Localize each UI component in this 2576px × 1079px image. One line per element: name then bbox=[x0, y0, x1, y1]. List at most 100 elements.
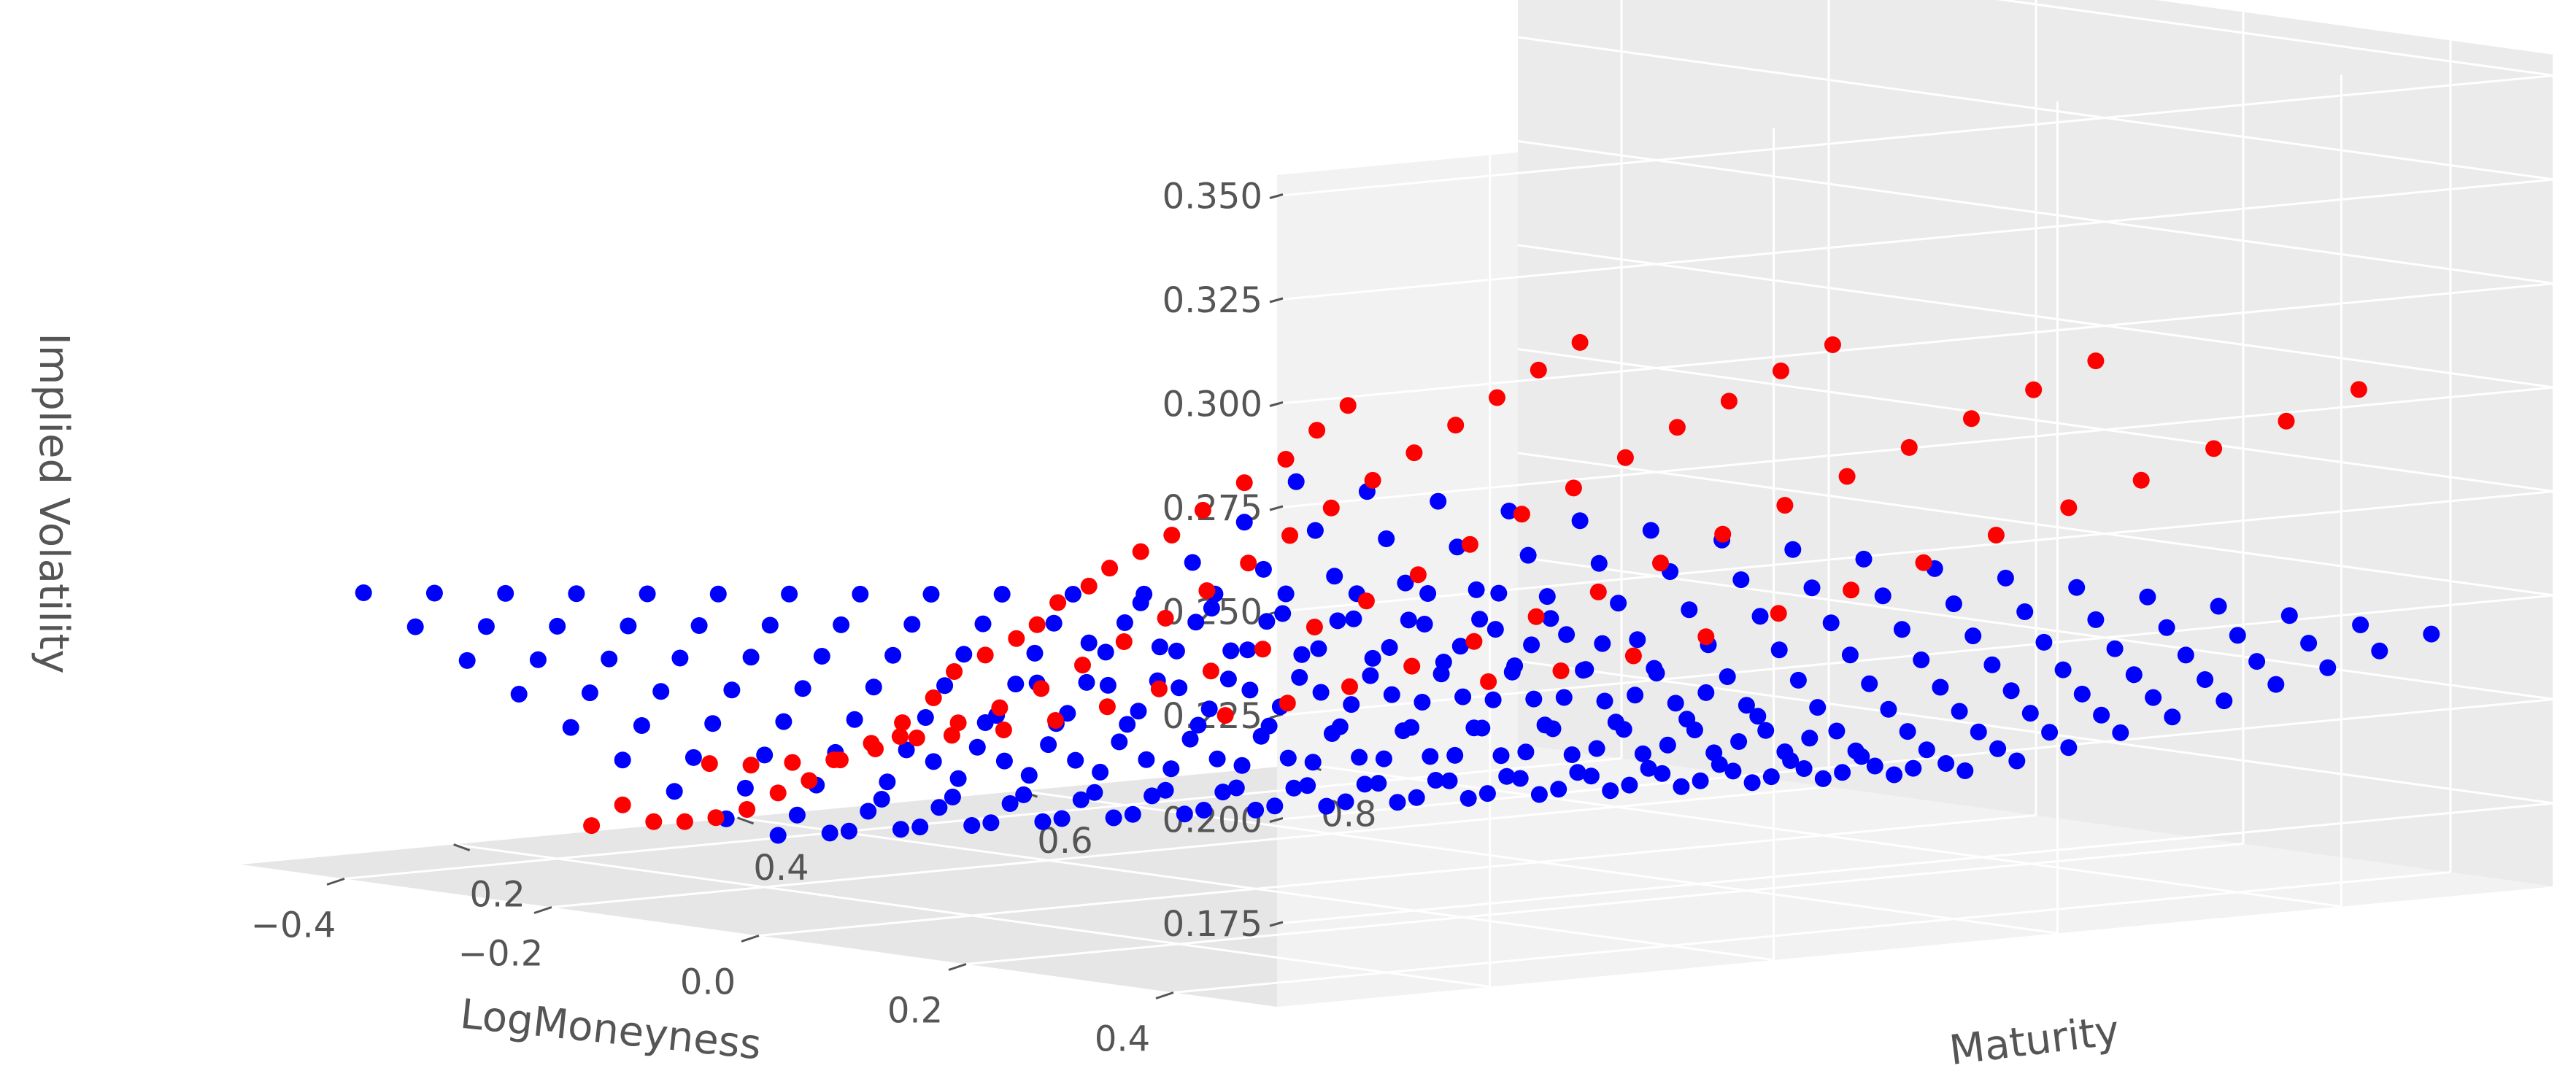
market-point bbox=[1339, 397, 1357, 414]
surface-point bbox=[2229, 627, 2246, 644]
surface-point bbox=[2041, 724, 2059, 741]
surface-point bbox=[549, 617, 566, 635]
surface-point bbox=[1040, 736, 1057, 754]
surface-point bbox=[1659, 736, 1676, 754]
surface-point bbox=[1834, 764, 1851, 781]
z-tick-mark bbox=[1269, 297, 1284, 303]
surface-point bbox=[1492, 747, 1510, 765]
surface-point bbox=[1918, 741, 1935, 759]
market-point bbox=[949, 714, 967, 732]
y-tick-mark bbox=[737, 816, 755, 825]
surface-point bbox=[1187, 614, 1205, 631]
market-point bbox=[769, 784, 787, 802]
surface-point bbox=[1538, 588, 1556, 606]
market-point bbox=[946, 663, 963, 680]
market-point bbox=[943, 727, 960, 744]
market-point bbox=[1033, 680, 1050, 697]
surface-point bbox=[917, 709, 934, 726]
surface-point bbox=[1937, 755, 1955, 772]
surface-point bbox=[898, 741, 915, 759]
surface-point bbox=[1814, 770, 1832, 787]
y-axis-title: Maturity bbox=[1947, 1007, 2122, 1075]
surface-point bbox=[761, 616, 779, 634]
surface-point bbox=[2319, 659, 2337, 676]
surface-point bbox=[1519, 546, 1537, 564]
surface-point bbox=[846, 711, 863, 728]
surface-point bbox=[892, 821, 909, 838]
surface-point bbox=[1138, 751, 1155, 768]
market-point bbox=[1202, 662, 1219, 680]
market-point bbox=[801, 772, 818, 789]
surface-point bbox=[1195, 802, 1213, 819]
surface-point bbox=[1484, 691, 1502, 708]
market-point bbox=[1049, 594, 1067, 611]
surface-point bbox=[1111, 733, 1128, 751]
surface-point bbox=[1356, 776, 1373, 793]
surface-point bbox=[2054, 661, 2072, 678]
x-tick-label: 0.4 bbox=[1095, 1019, 1150, 1060]
market-point bbox=[1008, 630, 1025, 647]
grid-lines bbox=[344, 0, 2556, 994]
market-point bbox=[739, 801, 756, 818]
surface-point bbox=[1449, 538, 1466, 556]
surface-point bbox=[1555, 689, 1573, 706]
surface-point bbox=[562, 719, 579, 736]
surface-point bbox=[865, 678, 882, 696]
market-point bbox=[2087, 352, 2105, 370]
surface-point bbox=[1414, 694, 1431, 711]
market-point bbox=[1098, 698, 1116, 716]
surface-point bbox=[1571, 512, 1589, 530]
market-point bbox=[995, 722, 1012, 738]
surface-point bbox=[1403, 719, 1420, 736]
surface-point bbox=[2060, 739, 2078, 757]
x-tick-mark bbox=[533, 906, 552, 914]
surface-point bbox=[1279, 749, 1297, 767]
surface-point bbox=[1627, 687, 1644, 704]
surface-point bbox=[955, 646, 973, 663]
surface-point bbox=[1956, 762, 1974, 779]
surface-point bbox=[813, 648, 830, 665]
market-point bbox=[614, 796, 631, 813]
market-point bbox=[1565, 479, 1582, 497]
market-point bbox=[742, 757, 760, 774]
surface-point bbox=[1310, 640, 1327, 657]
market-point bbox=[1409, 566, 1427, 584]
surface-point bbox=[1732, 571, 1750, 589]
surface-point bbox=[690, 617, 708, 634]
surface-point bbox=[355, 584, 372, 601]
surface-point bbox=[1189, 716, 1207, 734]
surface-point bbox=[1184, 554, 1201, 571]
surface-point bbox=[2216, 692, 2233, 710]
surface-point bbox=[1590, 554, 1608, 572]
market-point bbox=[1150, 680, 1168, 697]
surface-point bbox=[1176, 805, 1193, 823]
surface-point bbox=[1446, 746, 1464, 764]
market-point bbox=[1843, 581, 1860, 599]
market-point bbox=[1235, 474, 1253, 492]
surface-point bbox=[1511, 770, 1529, 787]
surface-point bbox=[769, 827, 787, 844]
surface-point bbox=[1239, 641, 1257, 659]
surface-point bbox=[652, 683, 670, 700]
surface-point bbox=[1743, 774, 1761, 792]
surface-point bbox=[1306, 522, 1324, 539]
surface-point bbox=[1749, 708, 1767, 725]
surface-point bbox=[756, 746, 774, 764]
surface-point bbox=[1222, 642, 1240, 660]
market-point bbox=[2350, 381, 2367, 398]
surface-point bbox=[1258, 613, 1276, 630]
market-point bbox=[1279, 695, 1296, 712]
surface-point bbox=[860, 803, 877, 820]
surface-point bbox=[1582, 767, 1600, 785]
surface-point bbox=[963, 817, 981, 834]
surface-point bbox=[1430, 492, 1447, 510]
x-tick-label: −0.2 bbox=[458, 934, 544, 975]
surface-point bbox=[1241, 681, 1259, 699]
surface-point bbox=[2248, 653, 2266, 670]
surface-point bbox=[1364, 649, 1381, 667]
market-point bbox=[784, 754, 801, 771]
surface-point bbox=[949, 770, 967, 787]
surface-point bbox=[704, 715, 722, 732]
z-axis-title: Implied Volatility bbox=[30, 333, 77, 673]
